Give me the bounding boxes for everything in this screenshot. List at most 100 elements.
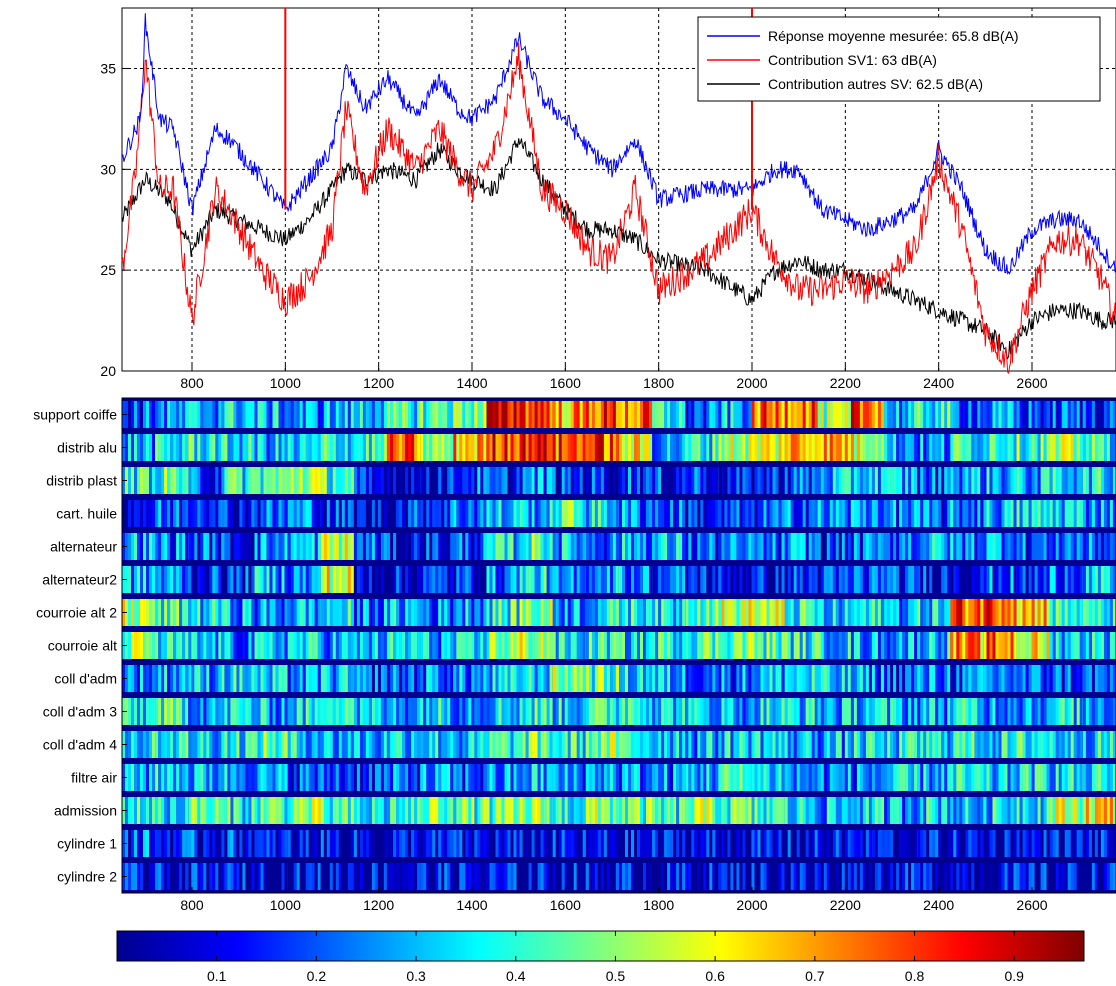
heatmap-cell [444,698,448,725]
heatmap-cell [1031,533,1035,560]
heatmap-cell [275,698,279,725]
heatmap-cell [329,401,334,428]
heatmap-cell [896,731,900,758]
heatmap-cell [546,698,550,725]
heatmap-cell [380,533,385,560]
heatmap-cell [390,797,394,824]
heatmap-cell [597,467,602,494]
heatmap-cell [622,401,626,428]
heatmap-cell [983,764,987,791]
heatmap-cell [971,764,975,791]
heatmap-cell [429,665,433,692]
heatmap-cell [926,599,930,626]
heatmap-cell [670,467,674,494]
heatmap-cell [167,533,171,560]
heatmap-cell [540,830,544,857]
heatmap-cell [305,698,309,725]
heatmap-cell [344,500,349,527]
heatmap-cell [272,434,276,461]
heatmap-cell [923,665,927,692]
heatmap-cell [323,632,328,659]
heatmap-cell [447,467,451,494]
heatmap-cell [1064,599,1068,626]
heatmap-cell [218,599,222,626]
heatmap-cell [974,698,978,725]
y-tick-label: 20 [100,363,116,379]
heatmap-cell [281,434,285,461]
heatmap-cell [1112,731,1116,758]
heatmap-cell [950,434,954,461]
heatmap-cell [365,764,370,791]
heatmap-cell [995,401,999,428]
heatmap-cell [305,434,309,461]
heatmap-cell [507,434,511,461]
heatmap-cell [877,467,882,494]
heatmap-cell [1019,632,1023,659]
heatmap-cell [308,500,312,527]
heatmap-cell [769,797,773,824]
heatmap-cell [853,566,858,593]
heatmap-cell [570,467,574,494]
heatmap-cell [377,731,382,758]
heatmap-cell [1028,698,1032,725]
heatmap-cell [374,434,379,461]
heatmap-cell [380,434,385,461]
heatmap-cell [489,830,493,857]
heatmap-cell [862,500,867,527]
heatmap-cell [884,434,888,461]
heatmap-cell [667,401,671,428]
heatmap-cell [444,632,448,659]
heatmap-cell [1058,698,1062,725]
heatmap-cell [646,434,650,461]
heatmap-cell [233,764,237,791]
heatmap-cell [531,665,535,692]
heatmap-cell [272,764,276,791]
heatmap-cell [128,665,132,692]
heatmap-cell [540,467,544,494]
heatmap-cell [573,434,577,461]
heatmap-cell [507,500,511,527]
heatmap-cell [877,533,882,560]
heatmap-cell [1103,731,1108,758]
heatmap-cell [462,731,466,758]
heatmap-cell [281,599,285,626]
heatmap-cell [212,434,216,461]
heatmap-cell [871,698,876,725]
heatmap-cell [137,731,141,758]
heatmap-cell [603,500,608,527]
heatmap-cell [251,566,255,593]
heatmap-cell [1004,764,1008,791]
heatmap-cell [989,500,993,527]
heatmap-cell [880,632,885,659]
heatmap-cell [167,566,171,593]
heatmap-cell [775,566,779,593]
heatmap-cell [396,797,400,824]
heatmap-cell [480,434,484,461]
heatmap-cell [1037,665,1041,692]
heatmap-cell [814,599,818,626]
heatmap-cell [962,665,966,692]
heatmap-cell [191,764,195,791]
heatmap-cell [724,632,728,659]
heatmap-cell [209,731,213,758]
heatmap-cell [682,797,686,824]
heatmap-cell [1046,764,1050,791]
heatmap-cell [173,797,177,824]
heatmap-cell [347,434,352,461]
heatmap-cell [893,566,897,593]
heatmap-cell [567,500,571,527]
heatmap-cell [215,434,219,461]
heatmap-cell [938,566,942,593]
heatmap-cell [817,599,822,626]
heatmap-cell [1055,566,1059,593]
heatmap-cell [841,764,846,791]
heatmap-cell [546,434,550,461]
heatmap-cell [161,797,165,824]
heatmap-cell [980,533,984,560]
heatmap-cell [799,797,803,824]
heatmap-cell [254,764,258,791]
heatmap-cell [877,665,882,692]
heatmap-cell [371,401,376,428]
heatmap-cell [528,797,532,824]
heatmap-cell [1019,665,1023,692]
